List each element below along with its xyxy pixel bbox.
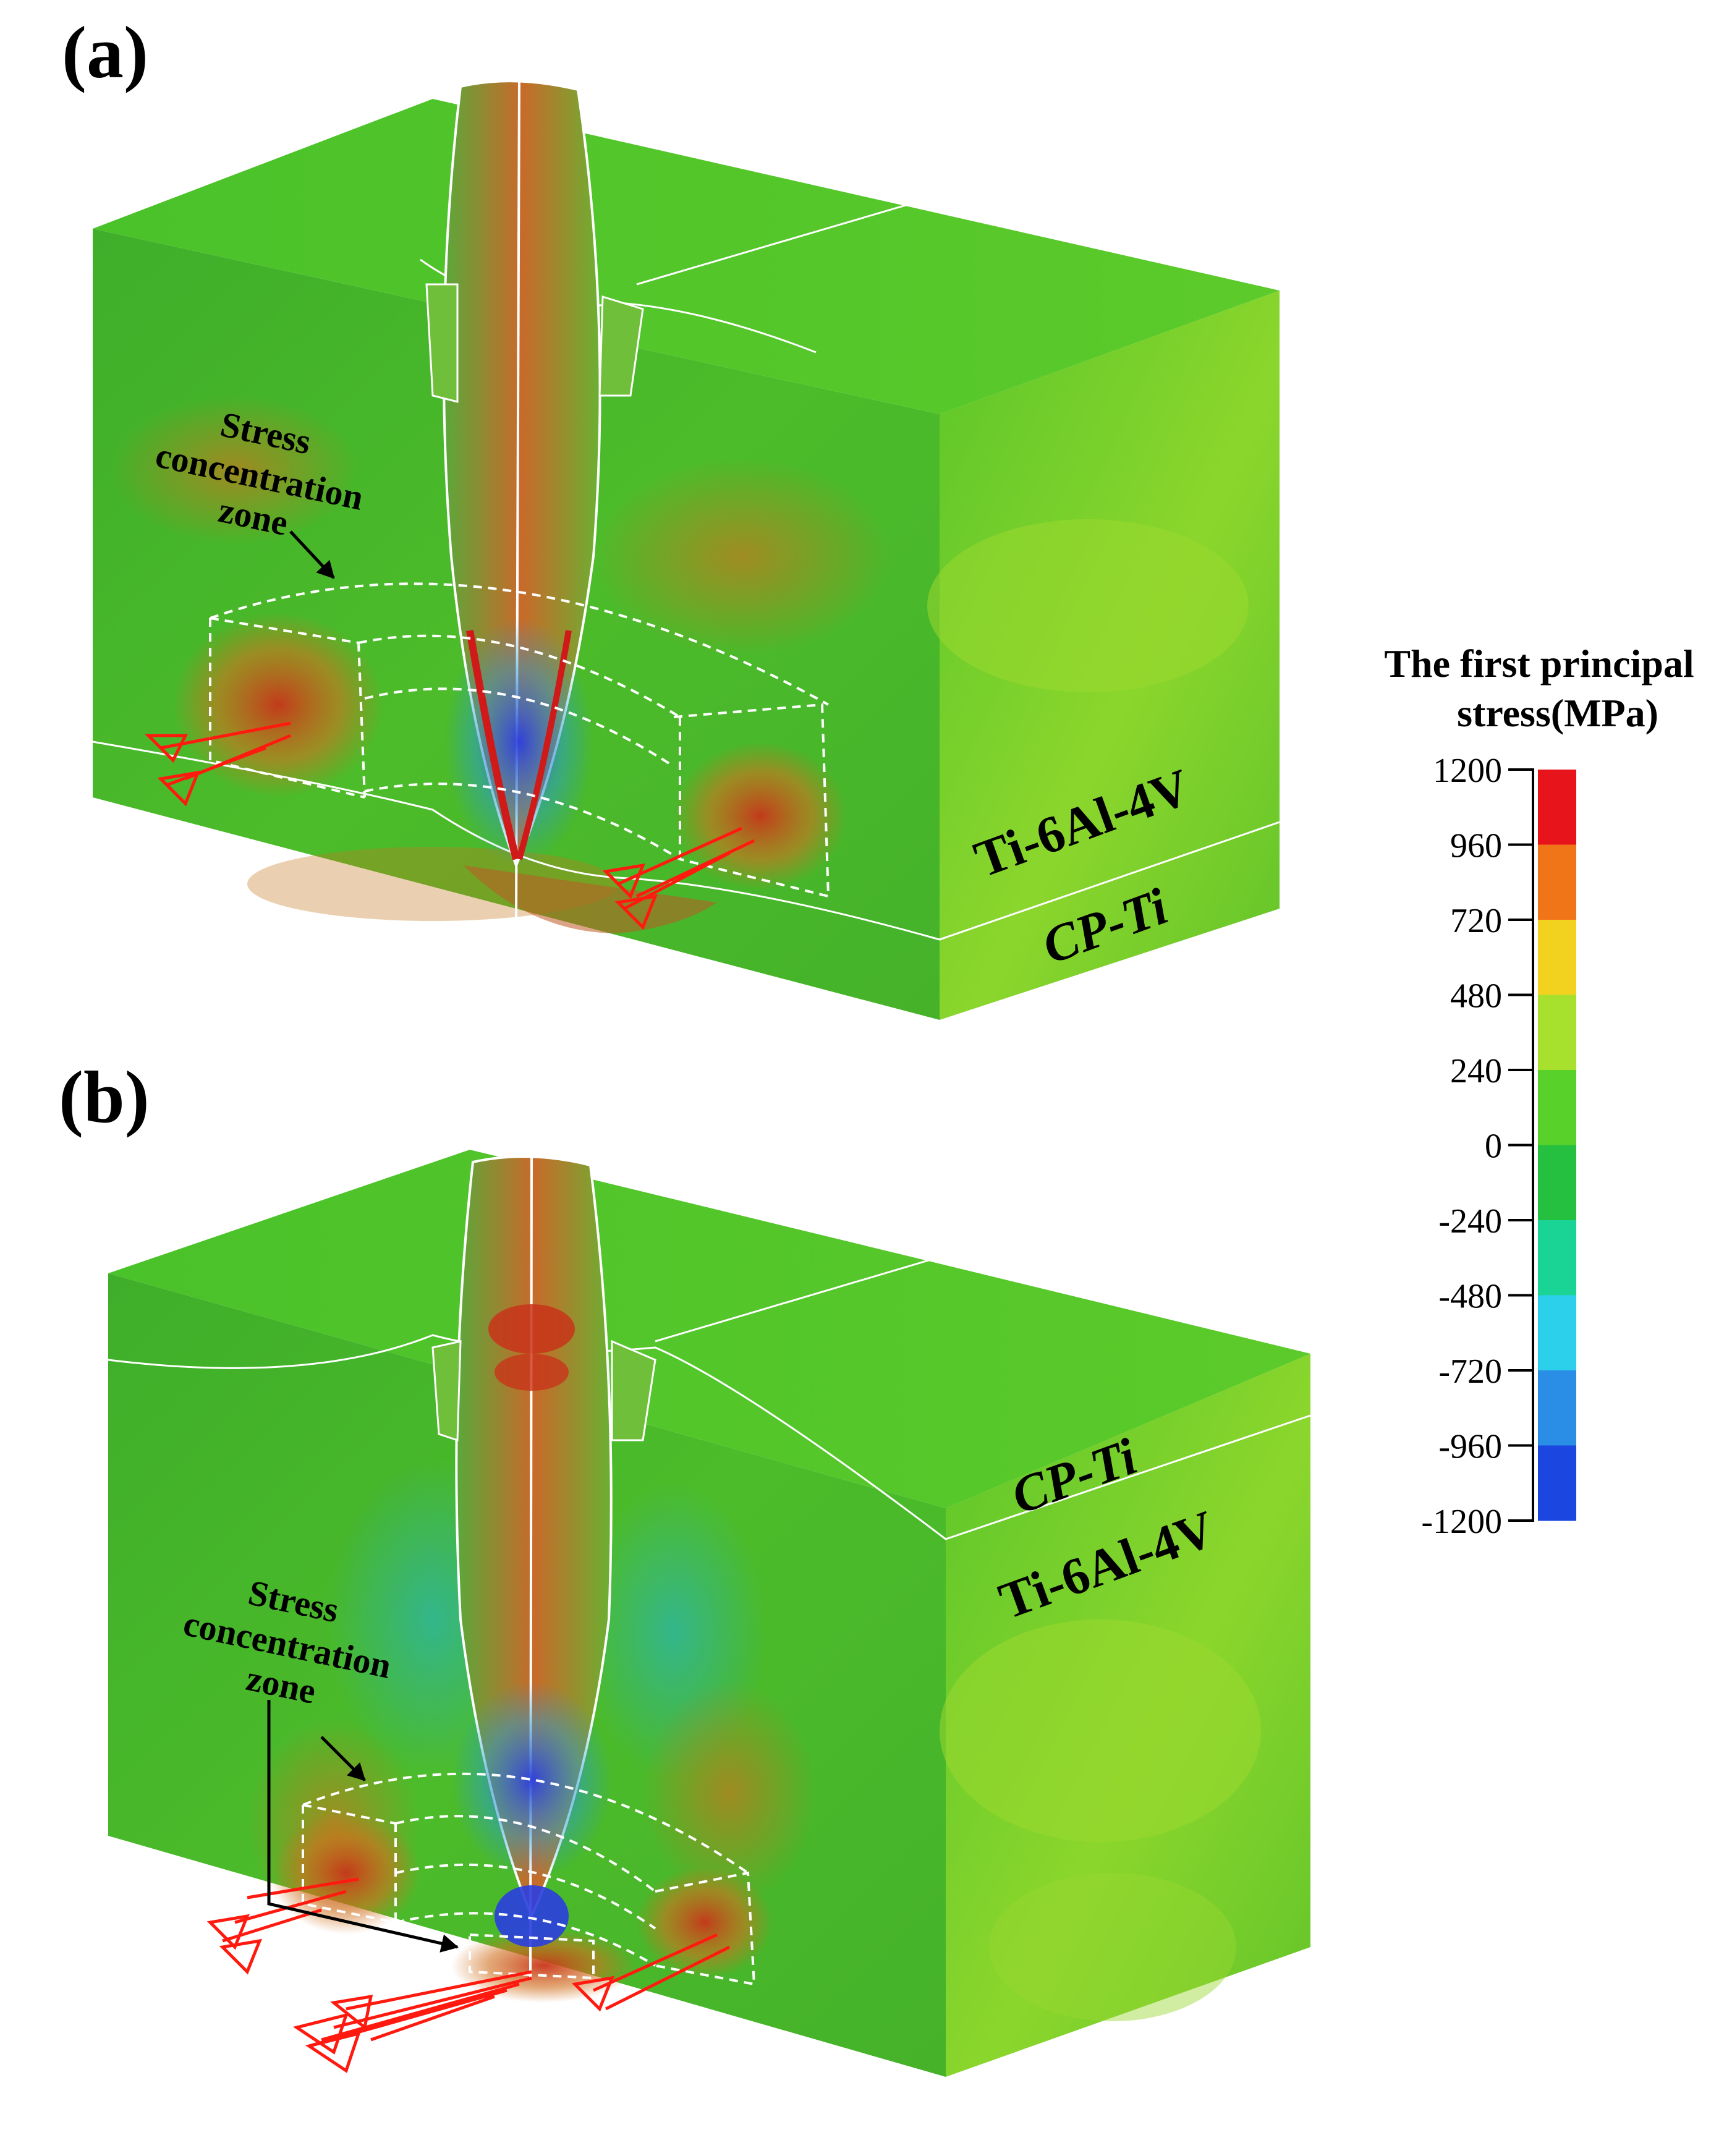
stress-zone-right xyxy=(674,742,847,890)
legend-band xyxy=(1538,844,1576,920)
legend-band xyxy=(1538,995,1576,1071)
legend-tick-label: -1200 xyxy=(1421,1503,1502,1541)
stress-zone-left xyxy=(173,612,383,797)
legend-band xyxy=(1538,1445,1576,1521)
load-arrows xyxy=(144,721,755,930)
legend-band xyxy=(1538,770,1576,845)
legend-title-line-1: The first principal xyxy=(1384,642,1694,685)
legend-tick-label: 0 xyxy=(1485,1127,1502,1166)
legend-tick-label: -960 xyxy=(1438,1428,1502,1466)
legend-tick-label: -480 xyxy=(1438,1278,1502,1316)
dashed-region xyxy=(302,1772,756,1986)
top-face xyxy=(108,1150,1310,1508)
load-arrows xyxy=(206,1877,731,2073)
panel-b: (b) Stress concentration zone CP-Ti Ti-6… xyxy=(59,1056,1311,2077)
pin-tip-blue xyxy=(451,1681,612,1879)
legend-band xyxy=(1538,920,1576,995)
legend-title-line-2: stress(MPa) xyxy=(1457,691,1658,735)
legend-tick-label: -720 xyxy=(1438,1352,1502,1391)
legend-band xyxy=(1538,1295,1576,1371)
legend-band xyxy=(1538,1070,1576,1145)
legend-tick-label: 480 xyxy=(1450,977,1502,1016)
legend-band xyxy=(1538,1220,1576,1296)
legend-band xyxy=(1538,1145,1576,1221)
stress-zone-right xyxy=(637,1867,773,1978)
stress-zone-bottom xyxy=(451,1929,637,2003)
dashed-region xyxy=(209,582,830,898)
legend-tick-label: -240 xyxy=(1438,1202,1502,1241)
panel-label: (a) xyxy=(62,11,148,93)
panel-label: (b) xyxy=(59,1056,150,1138)
top-face xyxy=(93,99,1280,414)
panel-a: (a) Stress concentration zone Ti-6Al-4V … xyxy=(62,11,1280,1020)
legend-tick-label: 1200 xyxy=(1433,752,1502,790)
color-legend: The first principal stress(MPa) 1200 960 7… xyxy=(1384,642,1694,1541)
pin-tip-blue xyxy=(445,618,593,865)
legend-ticks: 1200 960 720 480 240 0 -240 -480 -720 -960 -1200 xyxy=(1421,752,1534,1541)
legend-tick-label: 720 xyxy=(1450,902,1502,940)
legend-tick-label: 240 xyxy=(1450,1052,1502,1090)
legend-color-bands xyxy=(1538,770,1576,1521)
legend-band xyxy=(1538,1370,1576,1446)
legend-tick-label: 960 xyxy=(1450,827,1502,865)
